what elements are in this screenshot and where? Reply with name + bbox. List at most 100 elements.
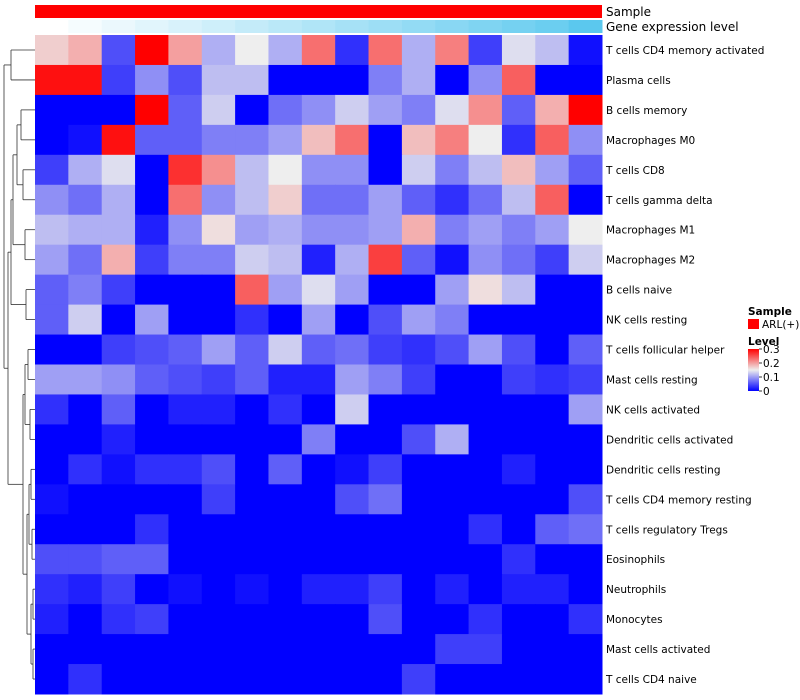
heatmap-cell (268, 364, 303, 395)
heatmap-cell (401, 124, 436, 156)
heatmap-cell (468, 244, 503, 276)
legend-sample-swatch (748, 319, 759, 329)
heatmap-cell (468, 574, 503, 605)
heatmap-cell (501, 364, 536, 395)
heatmap-cell (301, 394, 336, 425)
heatmap-cell (168, 484, 203, 515)
heatmap-cell (335, 664, 370, 695)
row-label: Macrophages M0 (606, 135, 695, 147)
heatmap-cell (201, 64, 236, 96)
heatmap-cell (401, 334, 436, 365)
heatmap-cell (401, 394, 436, 425)
heatmap-cell (101, 124, 136, 156)
heatmap-cell (201, 244, 236, 276)
heatmap-cell (101, 364, 136, 395)
heatmap-cell (468, 214, 503, 246)
heatmap-cell (235, 214, 269, 246)
heatmap-cell (301, 35, 336, 66)
heatmap-cell (35, 604, 69, 635)
heatmap-cell (268, 244, 303, 276)
heatmap-cell (401, 574, 436, 605)
expression-annotation-cell (401, 20, 436, 33)
heatmap-cell (235, 94, 269, 126)
row-label: Dendritic cells activated (606, 434, 733, 446)
heatmap-cell (268, 514, 303, 545)
heatmap-cell (68, 274, 103, 306)
heatmap-cell (301, 154, 336, 186)
expression-annotation-cell (468, 20, 503, 33)
heatmap-cell (401, 64, 436, 96)
heatmap-cell (135, 184, 169, 216)
heatmap-cell (335, 124, 370, 156)
heatmap-cell (135, 394, 169, 425)
heatmap-cell (468, 424, 503, 455)
heatmap-cell (268, 274, 303, 306)
expression-annotation-cell (168, 20, 203, 33)
heatmap-cell (168, 214, 203, 246)
expression-annotation-cell (101, 20, 136, 33)
heatmap-cell (435, 214, 470, 246)
heatmap-cell (235, 634, 269, 665)
heatmap-cell (235, 274, 269, 306)
heatmap-cell (435, 424, 470, 455)
heatmap-cell (35, 664, 69, 695)
heatmap-cell (535, 244, 570, 276)
heatmap-cell (101, 424, 136, 455)
heatmap-cell (135, 454, 169, 485)
heatmap-cell (35, 574, 69, 605)
heatmap-cell (201, 274, 236, 306)
heatmap-cell (401, 604, 436, 635)
heatmap-cell (68, 124, 103, 156)
heatmap-cell (201, 214, 236, 246)
heatmap-cell (35, 424, 69, 455)
heatmap-cell (335, 274, 370, 306)
heatmap-cell (301, 304, 336, 336)
row-label: Dendritic cells resting (606, 464, 721, 476)
heatmap-cell (301, 424, 336, 455)
heatmap-cell (68, 544, 103, 575)
heatmap-cell (368, 184, 403, 216)
heatmap-cell (268, 64, 303, 96)
heatmap-cell (201, 394, 236, 425)
heatmap-cell (435, 94, 470, 126)
heatmap-cell (68, 154, 103, 186)
heatmap-cell (301, 184, 336, 216)
heatmap-cell (101, 394, 136, 425)
heatmap-cell (568, 394, 603, 425)
heatmap-cell (368, 304, 403, 336)
heatmap-cell (68, 424, 103, 455)
heatmap-cell (568, 604, 603, 635)
heatmap-cell (501, 64, 536, 96)
row-label: T cells regulatory Tregs (605, 524, 728, 536)
heatmap-cell (435, 334, 470, 365)
heatmap-cell (101, 484, 136, 515)
heatmap-cell (68, 364, 103, 395)
heatmap-cell (335, 604, 370, 635)
heatmap-cell (268, 484, 303, 515)
heatmap-cell (135, 604, 169, 635)
legend-sample-entry: ARL(+) (762, 319, 799, 331)
heatmap-cell (535, 214, 570, 246)
heatmap-cell (68, 94, 103, 126)
heatmap-cell (35, 634, 69, 665)
heatmap-cell (401, 35, 436, 66)
heatmap-cell (235, 574, 269, 605)
heatmap-cell (501, 604, 536, 635)
heatmap-cell (301, 484, 336, 515)
heatmap-cell (368, 514, 403, 545)
heatmap-cell (101, 274, 136, 306)
heatmap-cell (135, 214, 169, 246)
heatmap-cell (368, 424, 403, 455)
heatmap-cell (101, 35, 136, 66)
heatmap-cell (168, 454, 203, 485)
heatmap-cell (468, 514, 503, 545)
heatmap-cell (68, 184, 103, 216)
expression-annotation-cell (268, 20, 303, 33)
heatmap-cell (468, 124, 503, 156)
heatmap-cell (468, 94, 503, 126)
heatmap-cell (168, 574, 203, 605)
heatmap-cell (501, 484, 536, 515)
heatmap-cell (335, 634, 370, 665)
heatmap-cell (335, 244, 370, 276)
